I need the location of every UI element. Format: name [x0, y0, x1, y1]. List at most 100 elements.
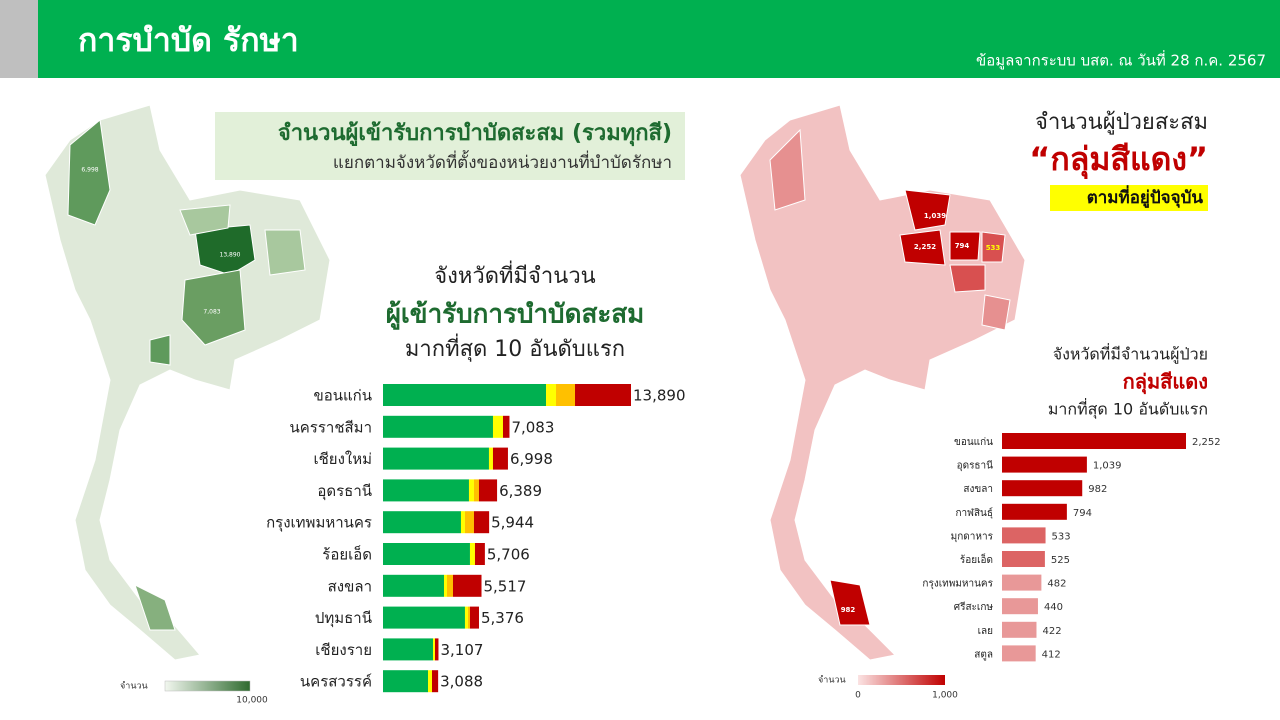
bar-segment — [446, 574, 453, 597]
left-heading-box — [215, 112, 685, 180]
bar-segment — [464, 511, 474, 534]
bar-segment — [383, 574, 444, 597]
value-label: 412 — [1042, 649, 1061, 660]
value-label: 982 — [1088, 484, 1107, 495]
category-label: ร้อยเอ็ด — [960, 552, 993, 566]
bar-segment — [432, 638, 435, 661]
bar-segment — [575, 384, 631, 406]
header-strip — [0, 0, 38, 78]
bar-segment — [383, 511, 461, 534]
map-label: 13,890 — [220, 252, 241, 259]
bar-segment — [427, 670, 432, 693]
category-label: สงขลา — [963, 484, 993, 495]
legend-max: 1,000 — [932, 691, 958, 701]
source-note: ข้อมูลจากระบบ บสต. ณ วันที่ 28 ก.ค. 2567 — [976, 50, 1266, 70]
bar-segment — [383, 384, 547, 406]
bar-segment — [474, 543, 485, 565]
bar — [1002, 621, 1037, 638]
bar — [1002, 598, 1038, 615]
bar-segment — [460, 511, 465, 534]
bar-segment — [383, 415, 493, 438]
map-label: 1,039 — [924, 212, 946, 220]
bar — [1002, 574, 1042, 591]
legend-label: จำนวน — [120, 681, 148, 692]
bar-segment — [556, 384, 576, 406]
bar-segment — [492, 415, 503, 438]
total-label: 6,998 — [510, 450, 553, 468]
total-label: 5,944 — [491, 514, 534, 532]
value-label: 525 — [1051, 555, 1070, 566]
total-label: 3,088 — [440, 673, 483, 691]
chart-title: มากที่สุด 10 อันดับแรก — [1048, 398, 1208, 420]
bar-segment — [502, 415, 510, 438]
legend-min: 0 — [855, 691, 861, 701]
legend-ramp — [164, 680, 251, 692]
category-label: กรุงเทพมหานคร — [266, 514, 372, 533]
right-subheading-box — [1050, 185, 1208, 211]
bar-segment — [383, 447, 489, 470]
category-label: ขอนแก่น — [313, 387, 372, 405]
category-label: สงขลา — [328, 577, 372, 595]
bar-segment — [468, 479, 474, 502]
right-highlight: “กลุ่มสีแดง” — [1029, 140, 1208, 180]
category-label: นครราชสีมา — [290, 418, 372, 436]
bar-segment — [478, 479, 498, 502]
right-map — [739, 104, 1026, 661]
map-label: 7,083 — [203, 309, 220, 316]
chart-title: ผู้เข้ารับการบำบัดสะสม — [386, 300, 645, 331]
total-label: 6,389 — [499, 482, 542, 500]
category-label: สตูล — [974, 649, 993, 660]
value-label: 440 — [1044, 602, 1063, 613]
total-label: 5,376 — [481, 609, 524, 627]
bar-segment — [383, 606, 465, 629]
bar — [1002, 503, 1067, 520]
category-label: กาฬสินธุ์ — [955, 507, 993, 519]
bar-segment — [452, 574, 482, 597]
chart-title: จังหวัดที่มีจำนวนผู้ป่วย — [1053, 343, 1208, 365]
bar-segment — [469, 606, 479, 629]
bar-segment — [383, 670, 428, 693]
bar-segment — [431, 670, 439, 693]
left-map — [44, 104, 331, 661]
chart-title: มากที่สุด 10 อันดับแรก — [405, 333, 625, 362]
bar-segment — [492, 447, 508, 470]
category-label: เชียงราย — [315, 641, 372, 659]
left-heading: จำนวนผู้เข้ารับการบำบัดสะสม (รวมทุกสี) — [278, 121, 672, 147]
page-title: การบำบัด รักษา — [78, 21, 299, 59]
bar-segment — [383, 479, 469, 502]
bar-segment — [464, 606, 468, 629]
bar-segment — [488, 447, 493, 470]
total-label: 3,107 — [440, 641, 483, 659]
bar — [1002, 527, 1046, 544]
bar-segment — [383, 638, 433, 661]
value-label: 794 — [1073, 508, 1092, 519]
category-label: อุดรธานี — [957, 460, 994, 472]
header-bar — [38, 0, 1280, 78]
map-label: 533 — [986, 244, 1001, 252]
category-label: ขอนแก่น — [954, 437, 993, 448]
value-label: 2,252 — [1192, 437, 1221, 448]
chart-title: กลุ่มสีแดง — [1123, 370, 1208, 395]
category-label: ร้อยเอ็ด — [322, 545, 372, 564]
category-label: เลย — [978, 626, 993, 637]
bar-segment — [434, 638, 439, 661]
legend-ramp — [858, 675, 945, 685]
bar — [1002, 645, 1036, 662]
category-label: อุดรธานี — [317, 482, 372, 501]
value-label: 533 — [1052, 531, 1071, 542]
bar — [1002, 456, 1087, 473]
value-label: 422 — [1042, 626, 1061, 637]
map-label: 2,252 — [914, 243, 936, 251]
bar-segment — [546, 384, 557, 406]
value-label: 482 — [1047, 579, 1066, 590]
category-label: มุกดาหาร — [951, 531, 994, 542]
right-subheading: ตามที่อยู่ปัจจุบัน — [1087, 185, 1204, 209]
bar — [1002, 551, 1045, 567]
map-label: 794 — [955, 242, 970, 250]
legend-max: 10,000 — [236, 696, 268, 706]
bar-segment — [443, 574, 447, 597]
bar-segment — [473, 479, 479, 502]
category-label: เชียงใหม่ — [313, 450, 372, 468]
